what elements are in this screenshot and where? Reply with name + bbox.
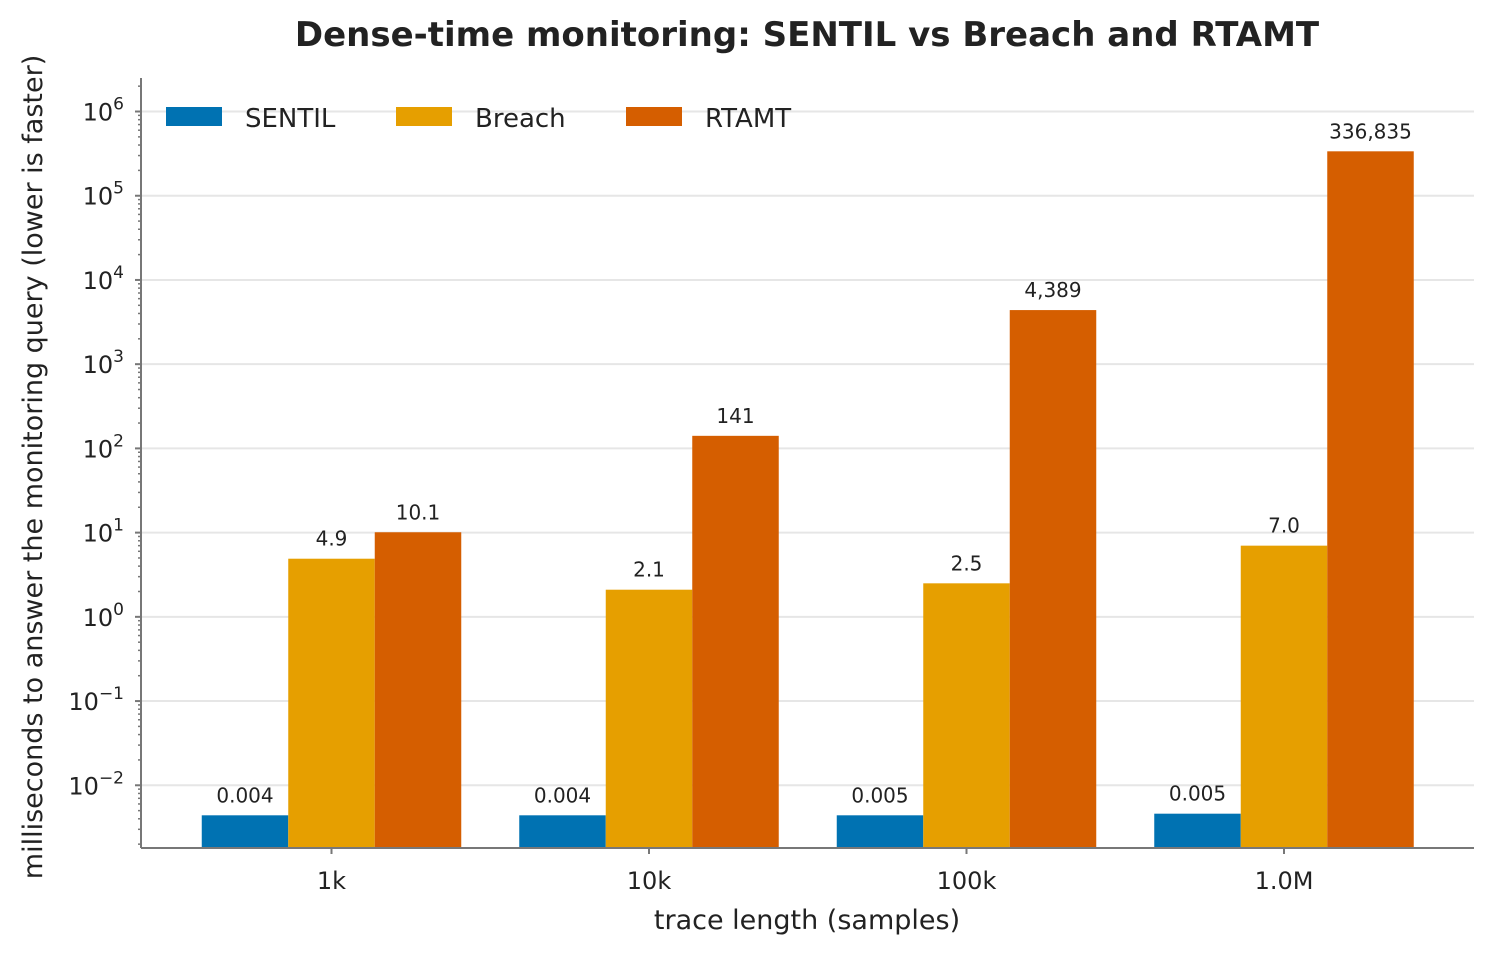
y-axis-label: milliseconds to answer the monitoring qu…	[18, 55, 49, 879]
data-label: 336,835	[1329, 119, 1412, 143]
bar-breach-10k	[605, 589, 693, 848]
legend-swatch-breach	[396, 107, 452, 126]
x-tick-label: 1k	[317, 867, 346, 895]
data-label: 4,389	[1024, 278, 1081, 302]
bar-sentil-10k	[519, 815, 606, 848]
legend-swatch-sentil	[166, 107, 222, 126]
legend-label-sentil: SENTIL	[245, 104, 336, 134]
bar-rtamt-100k	[1009, 310, 1097, 849]
data-label: 2.5	[951, 551, 983, 575]
data-label: 0.004	[216, 783, 273, 807]
bars	[201, 151, 1414, 849]
legend-swatch-rtamt	[626, 107, 682, 126]
bar-rtamt-1k	[374, 532, 462, 848]
data-label: 10.1	[396, 500, 441, 524]
bar-breach-1-0m	[1240, 545, 1328, 848]
bar-rtamt-1-0m	[1327, 151, 1414, 848]
x-axis-label: trace length (samples)	[654, 905, 960, 936]
y-tick-label: 106	[83, 95, 124, 127]
y-tick-label: 100	[83, 600, 124, 632]
data-label: 0.005	[851, 783, 908, 807]
legend-label-rtamt: RTAMT	[705, 104, 791, 134]
bar-breach-1k	[288, 558, 375, 848]
y-tick-label: 102	[83, 431, 124, 463]
data-label: 7.0	[1268, 514, 1300, 538]
x-tick-label: 100k	[937, 867, 997, 895]
chart-title: Dense-time monitoring: SENTIL vs Breach …	[295, 15, 1320, 55]
y-tick-label: 104	[83, 263, 124, 295]
bar-sentil-1k	[201, 815, 289, 848]
bar-sentil-100k	[836, 815, 924, 848]
y-tick-label: 101	[83, 516, 124, 548]
data-label: 4.9	[316, 527, 348, 551]
y-tick-label: 103	[83, 347, 124, 379]
legend-label-breach: Breach	[475, 104, 566, 134]
data-label: 141	[716, 404, 754, 428]
bar-rtamt-10k	[692, 435, 779, 848]
y-tick-label: 10−2	[68, 768, 124, 800]
legend: SENTIL Breach RTAMT	[166, 104, 791, 134]
data-label: 0.004	[534, 783, 591, 807]
data-label: 0.005	[1169, 782, 1226, 806]
y-tick-label: 105	[83, 179, 124, 211]
x-tick-label: 1.0M	[1255, 867, 1314, 895]
x-ticks: 1k 10k 100k 1.0M	[317, 848, 1314, 895]
y-ticks: 10−2 10−1 100 101 102 103 104 105 106	[68, 85, 141, 845]
data-label: 2.1	[633, 558, 665, 582]
data-labels: 0.004 4.9 10.1 0.004 2.1 141 0.005 2.5 4,389 0.00…	[216, 119, 1411, 807]
bar-sentil-1-0m	[1154, 813, 1241, 848]
x-tick-label: 10k	[627, 867, 672, 895]
bar-breach-100k	[923, 583, 1010, 848]
y-tick-label: 10−1	[68, 684, 124, 716]
